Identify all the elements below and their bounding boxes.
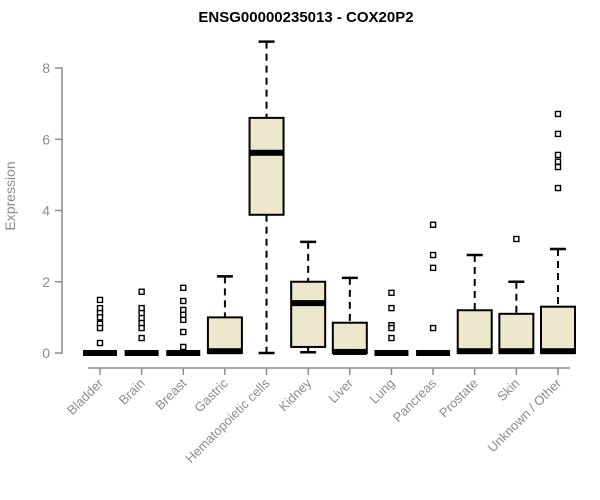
outlier-point	[388, 289, 395, 296]
median-line	[457, 348, 492, 355]
box	[456, 309, 493, 354]
outlier-point	[180, 343, 187, 351]
outlier-point	[388, 324, 395, 332]
outlier-point	[96, 324, 104, 332]
outlier-point	[138, 288, 145, 295]
outlier-point	[96, 339, 104, 347]
x-tick-label: Pancreas	[390, 375, 440, 425]
outlier-point	[554, 130, 562, 138]
median-line	[374, 350, 409, 356]
outlier-point	[96, 296, 104, 304]
outlier-point	[429, 251, 437, 259]
y-tick-label: 4	[42, 203, 50, 219]
x-tick-label: Unknown / Other	[485, 375, 565, 455]
outlier-point	[180, 297, 187, 305]
x-tick-label: Skin	[494, 376, 522, 404]
outlier-point	[180, 316, 187, 324]
x-tick-label: Bladder	[64, 375, 107, 418]
box	[248, 116, 285, 216]
outlier-point	[138, 309, 145, 317]
median-line	[416, 350, 451, 356]
median-line	[249, 149, 284, 156]
y-axis-title: Expression	[2, 161, 18, 230]
outlier-point	[554, 158, 562, 165]
x-tick-label: Prostate	[436, 376, 481, 421]
outlier-point	[554, 110, 562, 118]
x-tick-label: Liver	[325, 375, 356, 406]
median-line	[207, 348, 242, 355]
outlier-point	[138, 319, 145, 327]
median-line	[332, 348, 367, 355]
outlier-point	[180, 311, 187, 319]
outlier-point	[429, 324, 437, 332]
outlier-point	[429, 264, 437, 272]
outlier-point	[554, 163, 562, 171]
outlier-point	[513, 235, 520, 243]
outlier-point	[554, 151, 562, 159]
y-tick-label: 0	[42, 345, 50, 361]
median-line	[540, 348, 575, 355]
outlier-point	[96, 314, 104, 321]
median-line	[291, 300, 326, 307]
chart-title: ENSG00000235013 - COX20P2	[198, 9, 413, 26]
outlier-point	[180, 328, 187, 336]
outlier-point	[138, 324, 145, 332]
box	[290, 280, 327, 348]
box	[331, 321, 368, 354]
median-line	[124, 350, 159, 356]
median-line	[166, 350, 201, 356]
x-tick-label: Kidney	[276, 375, 315, 414]
outlier-point	[180, 284, 187, 292]
median-line	[83, 350, 117, 356]
box	[498, 312, 535, 354]
outlier-point	[96, 304, 104, 312]
outlier-point	[180, 306, 187, 314]
outlier-point	[388, 304, 395, 312]
outlier-point	[554, 184, 562, 192]
y-tick-label: 8	[42, 60, 50, 76]
box	[206, 316, 243, 354]
x-tick-label: Gastric	[191, 375, 231, 415]
y-tick-label: 2	[42, 274, 50, 290]
y-tick-label: 6	[42, 131, 50, 147]
outlier-point	[388, 334, 395, 342]
x-tick-label: Lung	[367, 376, 398, 407]
outlier-point	[138, 304, 145, 312]
outlier-point	[429, 221, 437, 228]
x-tick-label: Breast	[152, 375, 189, 412]
box	[539, 305, 576, 354]
outlier-point	[138, 334, 145, 342]
x-tick-label: Brain	[116, 376, 148, 408]
median-line	[499, 348, 534, 355]
outlier-point	[138, 314, 145, 322]
